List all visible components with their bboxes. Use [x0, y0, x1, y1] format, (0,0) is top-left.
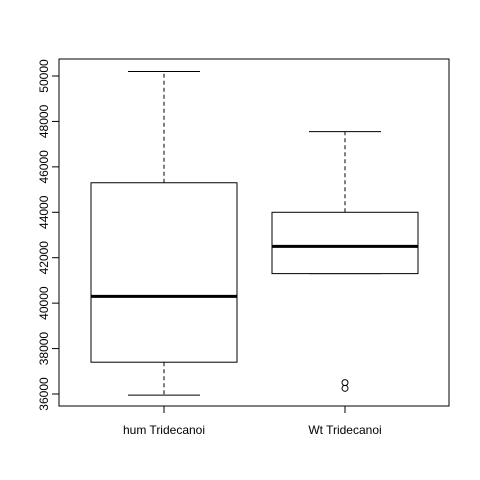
box-iqr [271, 211, 419, 275]
y-tick-label: 36000 [37, 377, 51, 411]
box-series [90, 70, 419, 396]
x-axis: hum Tridecanoi Wt Tridecanoi [123, 405, 382, 437]
y-tick-label: 48000 [37, 104, 51, 138]
y-tick-label: 38000 [37, 332, 51, 366]
y-tick-label: 50000 [37, 59, 51, 93]
y-tick-label: 40000 [37, 286, 51, 320]
box-group [271, 131, 419, 392]
outlier-point [341, 384, 349, 392]
y-axis: 36000 38000 40000 42000 44000 46000 48000 50000 [37, 59, 60, 411]
box-iqr [90, 182, 238, 363]
y-tick-label: 42000 [37, 241, 51, 275]
x-tick-label: Wt Tridecanoi [308, 423, 381, 437]
y-tick-label: 44000 [37, 195, 51, 229]
x-tick-label: hum Tridecanoi [123, 423, 205, 437]
y-tick-label: 46000 [37, 150, 51, 184]
box-group [90, 70, 238, 396]
outlier-point [341, 379, 349, 387]
